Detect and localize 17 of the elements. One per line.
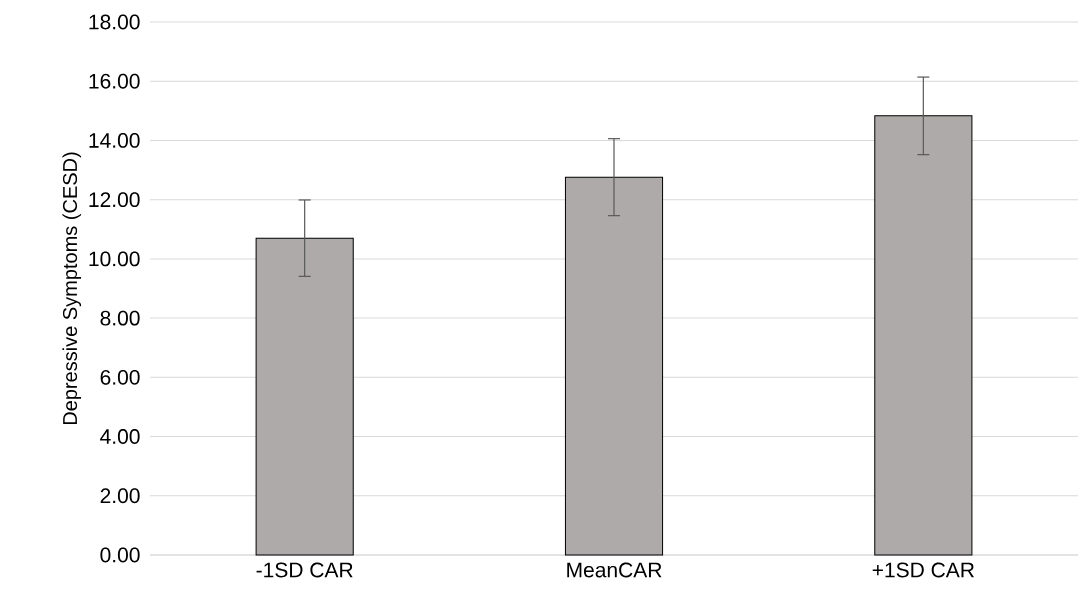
y-tick-label: 2.00 bbox=[100, 488, 140, 504]
x-tick-label: +1SD CAR bbox=[872, 562, 974, 578]
y-axis-title: Depressive Symptoms (CESD) bbox=[62, 152, 82, 425]
bar bbox=[564, 176, 664, 556]
bar bbox=[874, 115, 973, 556]
y-tick-label: 0.00 bbox=[100, 547, 140, 563]
y-tick-label: 10.00 bbox=[89, 251, 140, 267]
y-tick-label: 16.00 bbox=[89, 73, 140, 89]
y-tick-label: 8.00 bbox=[100, 310, 140, 326]
bar bbox=[255, 237, 354, 556]
y-tick-label: 18.00 bbox=[89, 14, 140, 30]
y-tick-label: 6.00 bbox=[100, 369, 140, 385]
y-tick-label: 12.00 bbox=[89, 192, 140, 208]
y-tick-label: 4.00 bbox=[100, 429, 140, 444]
x-tick-label: -1SD CAR bbox=[256, 562, 353, 578]
x-tick-label: MeanCAR bbox=[567, 562, 662, 578]
y-tick-label: 14.00 bbox=[89, 133, 140, 148]
